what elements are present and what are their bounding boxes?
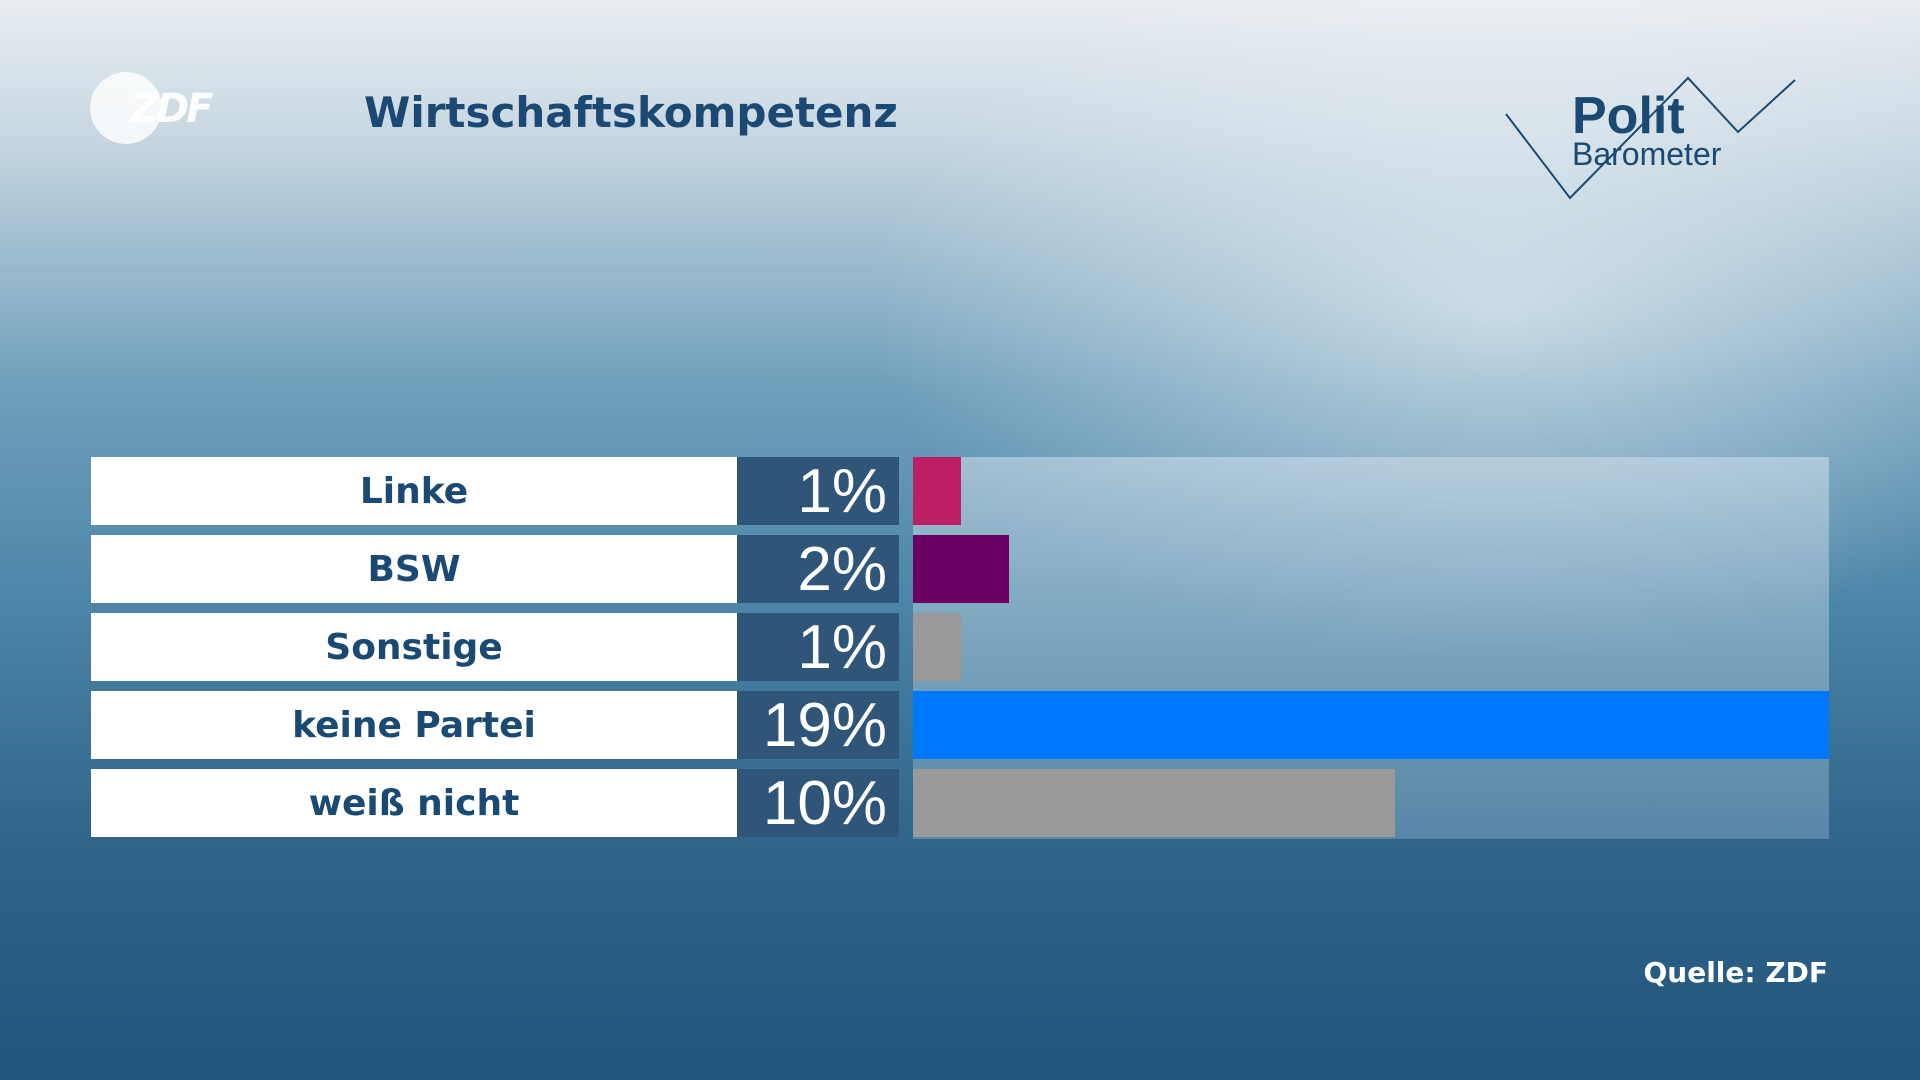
politbarometer-barometer-text: Barometer bbox=[1572, 136, 1722, 172]
bar bbox=[913, 457, 962, 525]
politbarometer-polit-text: Polit bbox=[1572, 87, 1685, 145]
politbarometer-zigzag-icon bbox=[1505, 76, 1796, 200]
chart-title: Wirtschaftskompetenz bbox=[364, 88, 898, 137]
bar-row: keine Partei 19% bbox=[91, 691, 1829, 760]
value-label: 2% bbox=[737, 535, 899, 604]
source-note: Quelle: ZDF bbox=[1643, 956, 1828, 989]
bar-row: Sonstige 1% bbox=[91, 613, 1829, 682]
zdf-logo-text: ZDF bbox=[130, 86, 214, 132]
bar bbox=[913, 691, 1829, 759]
value-label: 1% bbox=[737, 613, 899, 682]
value-label: 1% bbox=[737, 457, 899, 526]
bar-row: weiß nicht 10% bbox=[91, 769, 1829, 838]
bar-row: Linke 1% bbox=[91, 457, 1829, 526]
bar bbox=[913, 769, 1396, 837]
value-label: 19% bbox=[737, 691, 899, 760]
zdf-logo: ZDF bbox=[90, 72, 220, 144]
bar-chart: Linke 1% BSW 2% Sonstige 1% keine Partei 19% wei… bbox=[91, 457, 1829, 839]
bar bbox=[913, 613, 962, 681]
bar-row: BSW 2% bbox=[91, 535, 1829, 604]
category-label: Linke bbox=[91, 457, 737, 525]
category-label: Sonstige bbox=[91, 613, 737, 681]
category-label: weiß nicht bbox=[91, 769, 737, 837]
value-label: 10% bbox=[737, 769, 899, 838]
category-label: BSW bbox=[91, 535, 737, 603]
politbarometer-logo: Polit Barometer bbox=[1500, 70, 1820, 210]
bar bbox=[913, 535, 1010, 603]
zdf-logo-circle bbox=[90, 72, 162, 144]
category-label: keine Partei bbox=[91, 691, 737, 759]
